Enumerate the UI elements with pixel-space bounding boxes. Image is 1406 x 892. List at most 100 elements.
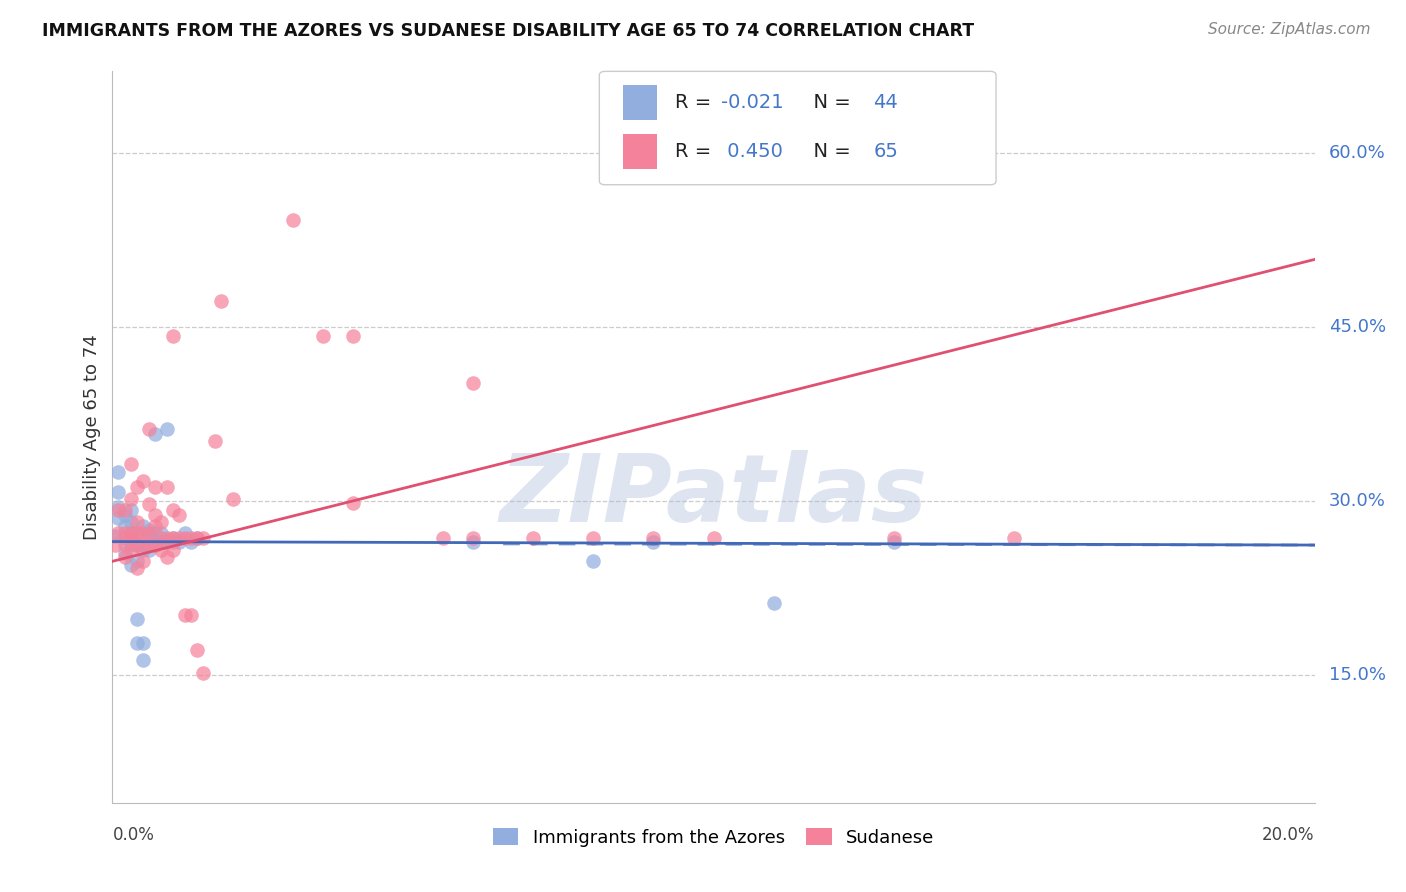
Point xyxy=(162,329,184,343)
Text: R =: R = xyxy=(675,143,717,161)
Point xyxy=(114,549,136,564)
Point xyxy=(312,329,335,343)
Point xyxy=(120,558,142,572)
Point xyxy=(461,376,484,390)
Point xyxy=(162,531,184,545)
Text: 45.0%: 45.0% xyxy=(1329,318,1386,335)
Point xyxy=(138,542,160,557)
Point xyxy=(125,554,148,568)
Point xyxy=(143,538,166,552)
Point xyxy=(155,549,177,564)
Point xyxy=(643,534,665,549)
Point xyxy=(186,531,208,545)
Point xyxy=(107,511,129,525)
Point xyxy=(143,538,166,552)
Point xyxy=(120,537,142,551)
Point xyxy=(155,480,177,494)
Point xyxy=(104,538,127,552)
Text: R =: R = xyxy=(675,94,717,112)
Point xyxy=(155,422,177,436)
Point xyxy=(149,526,172,541)
Point xyxy=(131,519,153,533)
Point xyxy=(120,457,142,471)
Point xyxy=(120,531,142,545)
Point xyxy=(120,526,142,541)
Point xyxy=(125,612,148,626)
Point xyxy=(702,531,725,545)
Text: N =: N = xyxy=(801,143,858,161)
Point xyxy=(125,538,148,552)
Point xyxy=(167,531,190,545)
Point xyxy=(143,480,166,494)
Point xyxy=(186,531,208,545)
Y-axis label: Disability Age 65 to 74: Disability Age 65 to 74 xyxy=(83,334,101,540)
Point xyxy=(114,538,136,552)
Point xyxy=(281,213,304,227)
Point xyxy=(114,526,136,541)
Point xyxy=(125,538,148,552)
Point xyxy=(125,561,148,575)
Point xyxy=(131,474,153,488)
Text: 0.450: 0.450 xyxy=(721,143,783,161)
Point xyxy=(114,508,136,522)
Legend: Immigrants from the Azores, Sudanese: Immigrants from the Azores, Sudanese xyxy=(484,819,943,856)
Point xyxy=(522,531,544,545)
Point xyxy=(155,534,177,549)
Point xyxy=(120,491,142,506)
Point xyxy=(762,596,785,610)
Point xyxy=(180,534,202,549)
FancyBboxPatch shape xyxy=(623,135,657,169)
Point xyxy=(131,554,153,568)
Point xyxy=(125,515,148,529)
Point xyxy=(180,607,202,622)
Point xyxy=(107,500,129,514)
Point xyxy=(1002,531,1025,545)
Point xyxy=(461,534,484,549)
Point xyxy=(191,665,214,680)
Point xyxy=(104,529,127,543)
Point xyxy=(167,534,190,549)
Point xyxy=(342,329,364,343)
Point xyxy=(125,526,148,541)
Point xyxy=(204,434,226,448)
Point xyxy=(180,531,202,545)
Point xyxy=(162,503,184,517)
Point xyxy=(131,653,153,667)
Point xyxy=(120,542,142,557)
Point xyxy=(643,531,665,545)
Point xyxy=(131,526,153,541)
Point xyxy=(138,526,160,541)
FancyBboxPatch shape xyxy=(599,71,995,185)
Point xyxy=(120,503,142,517)
Point xyxy=(149,515,172,529)
Text: -0.021: -0.021 xyxy=(721,94,783,112)
Point xyxy=(162,534,184,549)
Point xyxy=(114,503,136,517)
Point xyxy=(582,531,605,545)
Text: 30.0%: 30.0% xyxy=(1329,491,1386,510)
Point xyxy=(107,526,129,541)
Point xyxy=(173,531,195,545)
Text: 65: 65 xyxy=(873,143,898,161)
Point xyxy=(120,515,142,529)
Point xyxy=(186,642,208,657)
Point xyxy=(222,491,245,506)
Point xyxy=(155,531,177,545)
Point xyxy=(191,531,214,545)
Point xyxy=(209,294,232,309)
Text: 15.0%: 15.0% xyxy=(1329,666,1386,684)
Text: Source: ZipAtlas.com: Source: ZipAtlas.com xyxy=(1208,22,1371,37)
Point xyxy=(143,426,166,441)
Text: N =: N = xyxy=(801,94,858,112)
Point xyxy=(138,538,160,552)
Text: 60.0%: 60.0% xyxy=(1329,144,1386,161)
Point xyxy=(120,526,142,541)
FancyBboxPatch shape xyxy=(623,86,657,120)
Point xyxy=(162,531,184,545)
Point xyxy=(114,546,136,560)
Point xyxy=(125,635,148,649)
Text: 0.0%: 0.0% xyxy=(112,826,155,844)
Text: 20.0%: 20.0% xyxy=(1263,826,1315,844)
Point xyxy=(107,503,129,517)
Point xyxy=(149,534,172,549)
